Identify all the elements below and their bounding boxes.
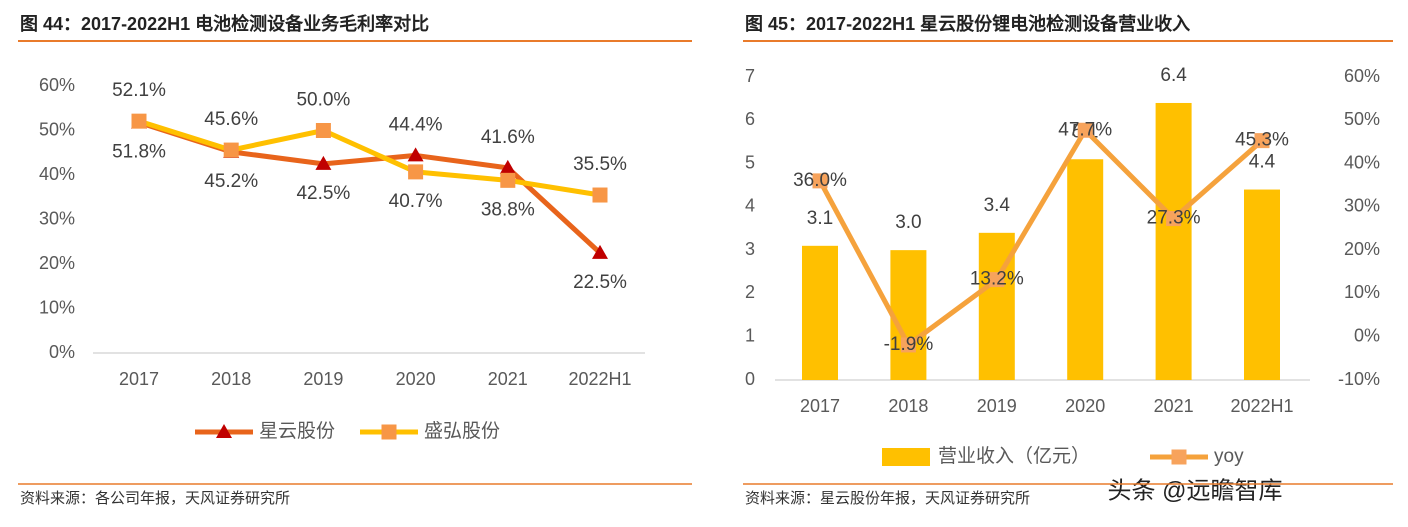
bar — [1155, 102, 1192, 380]
chart-title: 图 44：2017-2022H1 电池检测设备业务毛利率对比 — [20, 13, 429, 34]
data-label: 47.7% — [1058, 119, 1112, 140]
data-label: 50.0% — [296, 90, 350, 111]
data-label: 41.6% — [481, 127, 535, 148]
watermark: 头条 @远瞻智库 — [1107, 477, 1282, 504]
data-label: 35.5% — [573, 154, 627, 175]
point-marker — [315, 155, 332, 170]
point-marker — [407, 147, 424, 162]
bar — [890, 250, 927, 380]
point-marker — [1254, 133, 1270, 149]
data-label: 45.2% — [204, 171, 258, 192]
y2-tick-label: 50% — [1344, 109, 1380, 129]
y2-tick-label: 0% — [1354, 325, 1380, 345]
x-tick-label: 2020 — [396, 369, 436, 389]
source: 资料来源：星云股份年报，天风证券研究所 — [745, 490, 1030, 507]
y2-tick-label: 60% — [1344, 66, 1380, 86]
bar — [1067, 159, 1104, 380]
data-label: 38.8% — [481, 199, 535, 220]
data-label: 51.8% — [112, 142, 166, 163]
data-label: 42.5% — [296, 183, 350, 204]
point-marker — [408, 164, 424, 180]
y2-tick-label: 20% — [1344, 239, 1380, 259]
data-label: 3.4 — [984, 195, 1011, 216]
point-marker — [500, 172, 516, 188]
data-label: 27.3% — [1147, 208, 1201, 229]
y2-tick-label: 40% — [1344, 152, 1380, 172]
x-tick-label: 2021 — [488, 369, 528, 389]
point-marker — [812, 173, 828, 189]
x-tick-label: 2021 — [1154, 396, 1194, 416]
point-marker — [1077, 122, 1093, 138]
data-label: 3.1 — [807, 208, 833, 229]
y-tick-label: 4 — [745, 196, 755, 216]
legend-marker — [381, 424, 397, 440]
data-label: 22.5% — [573, 272, 627, 293]
point-marker — [592, 187, 608, 203]
data-label: 44.4% — [389, 114, 443, 135]
y-tick-label: 5 — [745, 152, 755, 172]
data-label: 36.0% — [793, 170, 847, 191]
data-label: 3.0 — [895, 212, 921, 233]
x-tick-label: 2017 — [119, 369, 159, 389]
point-marker — [900, 337, 916, 353]
legend-label: 盛弘股份 — [424, 420, 500, 442]
y-tick-label: 60% — [39, 75, 75, 95]
legend-marker — [1171, 449, 1187, 465]
point-marker — [989, 272, 1005, 288]
y2-tick-label: 30% — [1344, 196, 1380, 216]
y-tick-label: 2 — [745, 282, 755, 302]
y2-tick-label: 10% — [1344, 282, 1380, 302]
bar — [1244, 189, 1280, 380]
data-label: -1.9% — [884, 334, 934, 355]
data-label: 40.7% — [389, 191, 443, 212]
y-tick-label: 3 — [745, 239, 755, 259]
point-marker — [499, 159, 516, 174]
x-tick-label: 2020 — [1065, 396, 1105, 416]
legend-label: 星云股份 — [259, 420, 335, 442]
y-tick-label: 20% — [39, 253, 75, 273]
data-label: 6.4 — [1160, 65, 1187, 86]
series-line — [138, 118, 601, 198]
y-tick-label: 30% — [39, 208, 75, 228]
y-tick-label: 50% — [39, 119, 75, 139]
data-label: 52.1% — [112, 80, 166, 101]
point-marker — [223, 142, 239, 158]
x-tick-label: 2022H1 — [568, 369, 631, 389]
y2-tick-label: -10% — [1338, 369, 1380, 389]
y-tick-label: 1 — [745, 325, 755, 345]
data-label: 45.3% — [1235, 130, 1289, 151]
legend-marker — [216, 424, 232, 438]
y-tick-label: 10% — [39, 297, 75, 317]
point-marker — [592, 244, 608, 259]
y-tick-label: 40% — [39, 164, 75, 184]
chart-title: 图 45：2017-2022H1 星云股份锂电池检测设备营业收入 — [745, 13, 1190, 34]
x-tick-label: 2017 — [800, 396, 840, 416]
legend-label: yoy — [1214, 446, 1244, 467]
y-tick-label: 0% — [49, 342, 75, 362]
x-tick-label: 2018 — [888, 396, 928, 416]
x-tick-label: 2018 — [211, 369, 251, 389]
y-tick-label: 7 — [745, 66, 755, 86]
x-tick-label: 2019 — [977, 396, 1017, 416]
legend-swatch — [882, 448, 930, 466]
data-label: 4.4 — [1249, 152, 1276, 173]
y-tick-label: 6 — [745, 109, 755, 129]
series-line — [817, 127, 1264, 348]
bar — [802, 245, 838, 380]
legend-label: 营业收入（亿元） — [938, 445, 1090, 467]
data-label: 45.6% — [204, 109, 258, 130]
x-tick-label: 2022H1 — [1230, 396, 1293, 416]
point-marker — [1166, 211, 1182, 227]
data-label: 13.2% — [970, 269, 1024, 290]
source: 资料来源：各公司年报，天风证券研究所 — [20, 490, 290, 507]
point-marker — [315, 123, 331, 138]
x-tick-label: 2019 — [303, 369, 343, 389]
point-marker — [131, 113, 147, 129]
y-tick-label: 0 — [745, 369, 755, 389]
